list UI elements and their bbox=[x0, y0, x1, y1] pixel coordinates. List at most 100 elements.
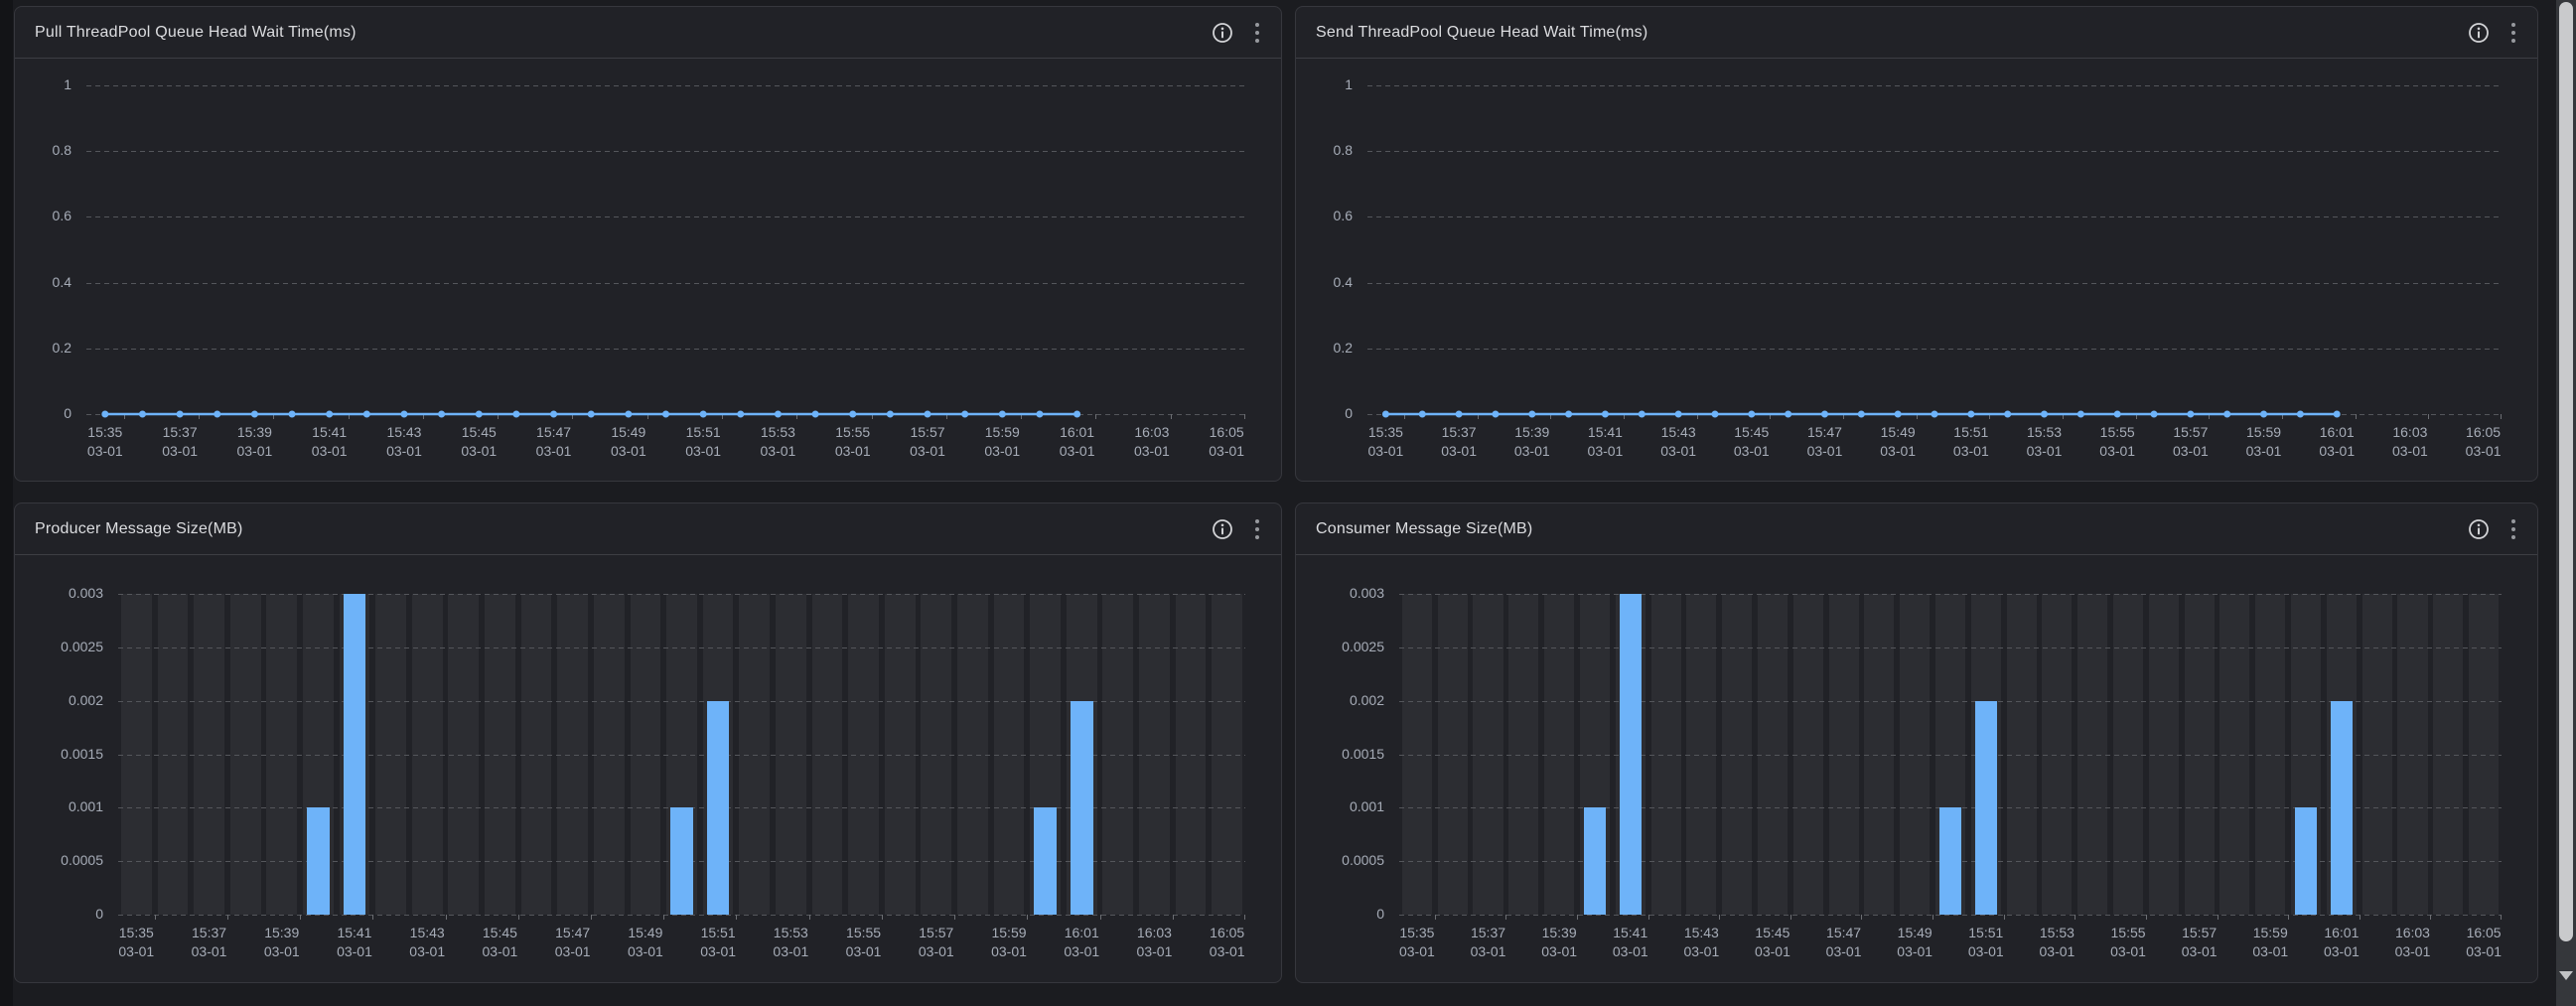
data-point[interactable] bbox=[101, 410, 109, 418]
data-point[interactable] bbox=[1565, 410, 1573, 418]
data-point[interactable] bbox=[512, 410, 520, 418]
data-bar[interactable] bbox=[1034, 807, 1057, 915]
x-axis-tick bbox=[663, 915, 665, 920]
vertical-scrollbar[interactable] bbox=[2556, 0, 2576, 1006]
panel-producer-message-size: Producer Message Size(MB) 0 0.0005 0.001 0.… bbox=[14, 503, 1282, 983]
data-line[interactable] bbox=[1367, 85, 2502, 418]
info-icon[interactable] bbox=[2468, 22, 2490, 44]
data-point[interactable] bbox=[1748, 410, 1756, 418]
info-icon[interactable] bbox=[2468, 518, 2490, 540]
x-axis-label: 15:35 03-01 bbox=[1398, 925, 1435, 959]
x-axis-tick bbox=[796, 414, 798, 419]
data-point[interactable] bbox=[1674, 410, 1682, 418]
chart-producer-message-size[interactable]: 0 0.0005 0.001 0.0015 0.002 0.0025 0.003 15:35 0… bbox=[15, 555, 1281, 982]
y-axis-label: 0.003 bbox=[68, 585, 103, 601]
scrollbar-down-arrow[interactable] bbox=[2559, 971, 2573, 980]
data-point[interactable] bbox=[2187, 410, 2195, 418]
data-point[interactable] bbox=[362, 410, 370, 418]
data-point[interactable] bbox=[699, 410, 707, 418]
data-point[interactable] bbox=[737, 410, 745, 418]
data-point[interactable] bbox=[475, 410, 483, 418]
data-point[interactable] bbox=[326, 410, 334, 418]
x-axis-tick bbox=[1719, 915, 1721, 920]
x-axis-label: 16:01 03-01 bbox=[1059, 424, 1095, 459]
data-bar[interactable] bbox=[2294, 807, 2318, 915]
info-icon[interactable] bbox=[1212, 22, 1233, 44]
data-point[interactable] bbox=[849, 410, 857, 418]
data-point[interactable] bbox=[662, 410, 669, 418]
data-point[interactable] bbox=[625, 410, 633, 418]
data-point[interactable] bbox=[1418, 410, 1426, 418]
data-point[interactable] bbox=[811, 410, 819, 418]
data-point[interactable] bbox=[1528, 410, 1536, 418]
data-point[interactable] bbox=[438, 410, 446, 418]
kebab-menu-icon[interactable] bbox=[2505, 19, 2521, 47]
data-point[interactable] bbox=[774, 410, 782, 418]
data-point[interactable] bbox=[924, 410, 931, 418]
data-point[interactable] bbox=[214, 410, 221, 418]
data-point[interactable] bbox=[587, 410, 595, 418]
data-point[interactable] bbox=[550, 410, 558, 418]
y-axis-label: 0 bbox=[1376, 906, 1384, 922]
chart-consumer-message-size[interactable]: 0 0.0005 0.001 0.0015 0.002 0.0025 0.003 15:35 0… bbox=[1296, 555, 2537, 982]
data-point[interactable] bbox=[1638, 410, 1646, 418]
kebab-menu-icon[interactable] bbox=[1249, 19, 1265, 47]
data-point[interactable] bbox=[2150, 410, 2158, 418]
x-axis-tick bbox=[1099, 915, 1101, 920]
x-axis-label: 15:39 03-01 bbox=[1541, 925, 1578, 959]
data-point[interactable] bbox=[2333, 410, 2341, 418]
data-bar[interactable] bbox=[706, 700, 730, 915]
data-bar[interactable] bbox=[1938, 807, 1962, 915]
data-point[interactable] bbox=[1711, 410, 1719, 418]
kebab-menu-icon[interactable] bbox=[1249, 515, 1265, 543]
data-point[interactable] bbox=[961, 410, 969, 418]
data-bar[interactable] bbox=[1974, 700, 1997, 915]
data-point[interactable] bbox=[400, 410, 408, 418]
panel-title: Consumer Message Size(MB) bbox=[1316, 519, 1533, 537]
data-point[interactable] bbox=[250, 410, 258, 418]
data-point[interactable] bbox=[1931, 410, 1938, 418]
data-point[interactable] bbox=[1857, 410, 1865, 418]
data-bar[interactable] bbox=[307, 807, 330, 915]
data-bar[interactable] bbox=[343, 594, 366, 915]
scrollbar-thumb[interactable] bbox=[2559, 2, 2573, 941]
x-axis-tick bbox=[1021, 414, 1023, 419]
data-bar[interactable] bbox=[1070, 700, 1093, 915]
data-point[interactable] bbox=[1785, 410, 1792, 418]
data-point[interactable] bbox=[2223, 410, 2231, 418]
data-point[interactable] bbox=[1455, 410, 1463, 418]
kebab-menu-icon[interactable] bbox=[2505, 515, 2521, 543]
data-point[interactable] bbox=[1967, 410, 1975, 418]
data-point[interactable] bbox=[2113, 410, 2121, 418]
data-point[interactable] bbox=[998, 410, 1006, 418]
data-point[interactable] bbox=[2041, 410, 2049, 418]
x-axis-tick bbox=[498, 414, 500, 419]
data-point[interactable] bbox=[288, 410, 296, 418]
data-bar[interactable] bbox=[1583, 807, 1607, 915]
x-axis-tick bbox=[2145, 915, 2147, 920]
x-axis-label: 15:57 03-01 bbox=[2181, 925, 2218, 959]
data-bar[interactable] bbox=[1619, 594, 1642, 915]
data-line[interactable] bbox=[86, 85, 1245, 418]
x-axis-tick bbox=[2209, 414, 2211, 419]
data-point[interactable] bbox=[1492, 410, 1500, 418]
data-point[interactable] bbox=[138, 410, 146, 418]
data-point[interactable] bbox=[2076, 410, 2084, 418]
info-icon[interactable] bbox=[1212, 518, 1233, 540]
data-point[interactable] bbox=[886, 410, 894, 418]
chart-send-threadpool-wait[interactable]: 0 0.2 0.4 0.6 0.8 1 15:35 03-01 15:37 03-01 15:39 0… bbox=[1296, 59, 2537, 481]
data-point[interactable] bbox=[1894, 410, 1902, 418]
data-point[interactable] bbox=[2260, 410, 2268, 418]
data-point[interactable] bbox=[1073, 410, 1081, 418]
x-axis-label: 16:01 03-01 bbox=[1064, 925, 1100, 959]
data-bar[interactable] bbox=[670, 807, 693, 915]
data-point[interactable] bbox=[1820, 410, 1828, 418]
chart-pull-threadpool-wait[interactable]: 0 0.2 0.4 0.6 0.8 1 15:35 03-01 15:37 03-01 15:39 0… bbox=[15, 59, 1281, 481]
data-point[interactable] bbox=[176, 410, 184, 418]
data-point[interactable] bbox=[1036, 410, 1044, 418]
data-point[interactable] bbox=[2296, 410, 2304, 418]
data-point[interactable] bbox=[2004, 410, 2012, 418]
data-point[interactable] bbox=[1601, 410, 1609, 418]
data-point[interactable] bbox=[1381, 410, 1389, 418]
data-bar[interactable] bbox=[2330, 700, 2353, 915]
